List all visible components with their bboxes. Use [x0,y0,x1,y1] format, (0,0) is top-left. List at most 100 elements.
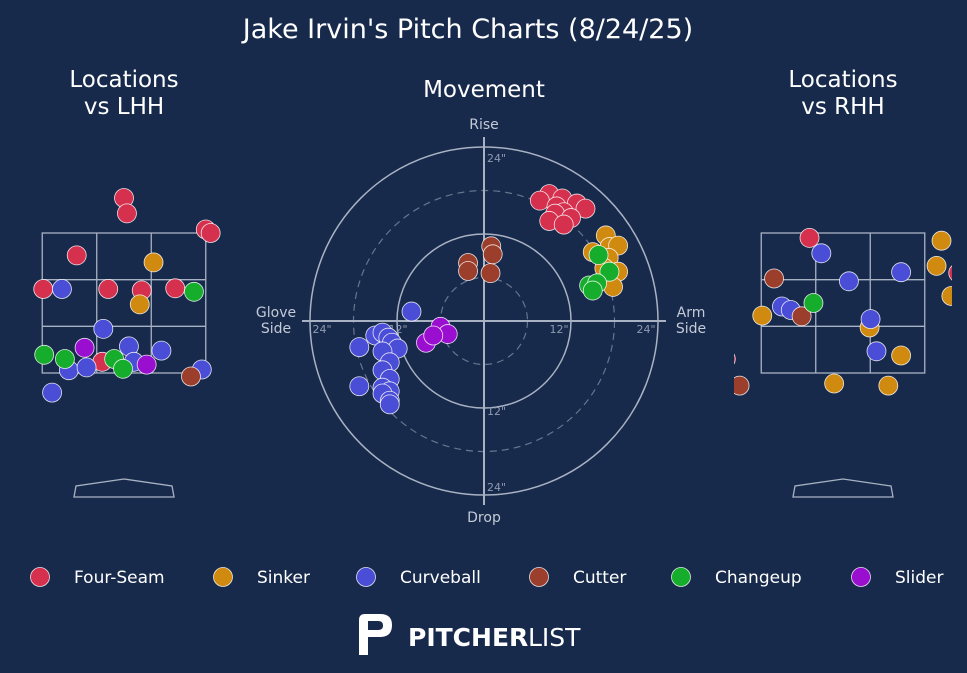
panel-title-line-2: vs LHH [84,94,164,120]
pitch-point-cutter [734,375,750,396]
panel-title-line-1: Movement [423,77,545,103]
pitch-point-four-seam [66,245,87,266]
legend-label-four-seam: Four-Seam [74,568,165,588]
legend-label-cutter: Cutter [573,568,626,588]
pitch-point-changeup [113,358,133,379]
movement-axis-label-rise-line-1: Rise [469,117,499,133]
pitch-point-curveball [151,340,172,361]
pitch-point-changeup [34,344,55,365]
movement-tick-label: 24" [636,323,655,336]
pitcherlist-wordmark-bold: PITCHER [408,623,528,652]
movement-point-changeup [588,245,609,265]
legend-label-changeup: Changeup [715,568,802,588]
movement-tick-label: 24" [312,323,331,336]
legend-marker-four-seam [30,567,50,587]
pitch-point-four-seam [948,265,952,281]
movement-point-cutter [482,244,503,265]
pitcherlist-p-icon [359,614,392,655]
pitch-point-sinker [931,230,952,251]
pitch-point-cutter [764,268,784,289]
pitch-point-curveball [860,309,881,330]
pitch-point-four-seam [117,203,137,224]
legend-marker-curveball [356,567,376,587]
movement-point-changeup [599,261,620,282]
pitch-point-four-seam [734,353,736,365]
home-plate [792,478,894,498]
pitch-point-cutter [791,306,812,327]
pitch-point-sinker [752,305,773,326]
legend-label-sinker: Sinker [257,568,310,588]
chart-title: Jake Irvin's Pitch Charts (8/24/25) [241,14,693,45]
pitch-point-sinker [824,373,845,394]
pitch-point-curveball [93,318,114,339]
pitch-point-curveball [52,279,72,299]
movement-axis-label-glove-side-line-2: Side [261,321,291,337]
pitch-point-curveball [42,382,62,403]
legend-item-changeup: Changeup [671,567,802,588]
legend: Four-Seam Sinker Curveball Cutter Changeup Sl… [30,567,943,588]
pitch-point-sinker [941,286,952,306]
movement-tick-label: 24" [487,481,506,494]
movement-tick-label: 24" [487,152,506,165]
pitch-point-four-seam [98,279,119,299]
movement-point-cutter [480,263,501,284]
strike-zone-outline [760,232,926,374]
pitch-point-four-seam [165,278,186,299]
legend-marker-sinker [213,567,233,587]
movement-axis-label-arm-side-line-2: Side [676,321,706,337]
pitch-point-curveball [811,243,832,264]
legend-item-cutter: Cutter [529,567,626,588]
pitch-points [33,188,221,403]
legend-label-slider: Slider [895,568,943,588]
pitch-point-curveball [839,271,859,292]
pitch-point-cutter [181,366,201,387]
pitch-point-sinker [891,345,912,366]
movement-tick-label: 12" [549,323,568,336]
pitcherlist-logo: PITCHER LIST [359,614,581,655]
pitch-point-four-seam [33,279,54,299]
panel-title-line-1: Locations [788,67,897,93]
movement-axis-label-drop-line-1: Drop [467,510,501,526]
pitch-point-sinker [878,375,899,396]
movement-point-four-seam [553,214,574,235]
movement-point-four-seam [529,190,550,211]
legend-marker-cutter [529,567,549,587]
movement-point-changeup [582,280,603,301]
movement-point-slider [423,325,444,346]
legend-item-sinker: Sinker [213,567,310,588]
pitch-points [349,184,629,415]
home-plate [73,478,175,498]
pitch-point-curveball [76,357,97,378]
pitch-point-curveball [891,262,912,283]
pitch-point-sinker [129,294,150,315]
legend-marker-slider [851,567,871,587]
movement-axis-label-glove-side-line-1: Glove [256,305,296,321]
pitch-point-four-seam [799,227,820,248]
pitch-point-changeup [55,349,75,369]
pitch-point-slider [136,354,157,375]
pitch-point-sinker [143,252,164,273]
pitch-point-changeup [184,281,204,302]
movement-axis-label-arm-side-line-1: Arm [677,305,706,321]
movement-point-curveball [401,301,422,322]
pitch-point-four-seam [200,223,221,243]
movement-point-curveball [349,337,370,358]
legend-marker-changeup [671,567,691,587]
legend-item-four-seam: Four-Seam [30,567,165,588]
pitch-point-changeup [803,293,824,313]
movement-point-curveball [379,394,400,415]
movement-point-four-seam [575,198,596,219]
pitch-points [734,227,952,396]
movement-tick-label: 12" [487,405,506,418]
panel-title-line-2: vs RHH [801,94,884,120]
legend-item-slider: Slider [851,567,943,588]
pitch-point-sinker [926,255,947,276]
panel-title-line-1: Locations [69,67,178,93]
legend-label-curveball: Curveball [400,568,481,588]
pitch-point-curveball [866,341,887,362]
legend-item-curveball: Curveball [356,567,481,588]
